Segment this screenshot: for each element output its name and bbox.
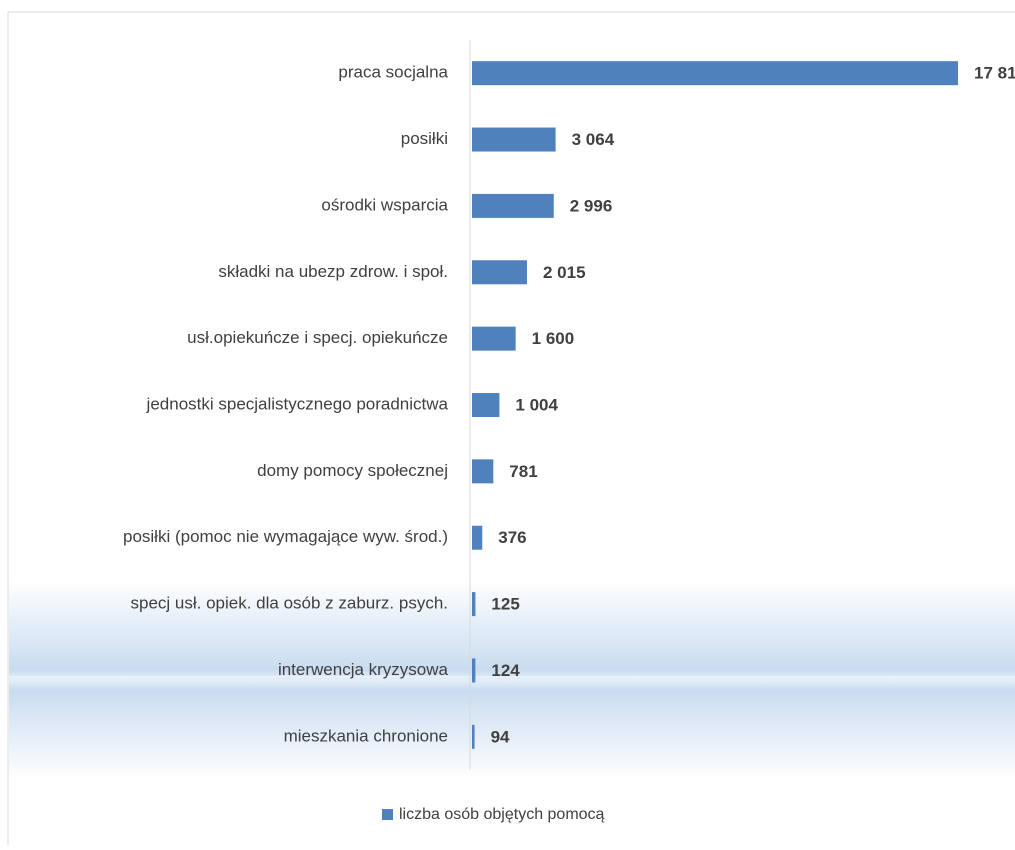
value-label: 376 [498, 528, 526, 547]
category-label: ośrodki wsparcia [321, 195, 448, 214]
value-label: 94 [491, 727, 510, 746]
bar [472, 326, 516, 351]
bar [472, 525, 483, 550]
category-label: jednostki specjalistycznego poradnictwa [146, 394, 449, 413]
bar [472, 193, 554, 218]
category-label: usł.opiekuńcze i specj. opiekuńcze [187, 328, 448, 347]
bar [472, 127, 556, 152]
background-band [9, 580, 1015, 780]
category-label: interwencja kryzysowa [278, 660, 449, 679]
value-label: 1 004 [515, 395, 558, 414]
bar [472, 393, 500, 417]
bar [472, 459, 494, 484]
value-label: 1 600 [532, 329, 575, 348]
bar [472, 658, 476, 683]
bar [472, 61, 958, 86]
category-label: domy pomocy społecznej [257, 461, 448, 480]
value-label: 17 810 [974, 64, 1015, 83]
category-label: mieszkania chronione [284, 726, 448, 745]
category-label: posiłki (pomoc nie wymagające wyw. środ.… [123, 527, 448, 546]
legend-swatch [382, 809, 393, 820]
category-label: praca socjalna [338, 63, 448, 82]
value-label: 124 [491, 661, 520, 680]
category-label: specj usł. opiek. dla osób z zaburz. psy… [131, 594, 449, 613]
category-label: składki na ubezp zdrow. i społ. [218, 262, 448, 281]
value-label: 2 996 [570, 196, 613, 215]
legend-label: liczba osób objętych pomocą [399, 806, 605, 823]
value-label: 3 064 [572, 130, 615, 149]
bar [472, 724, 475, 749]
bar [472, 260, 527, 285]
bar [472, 592, 476, 617]
value-label: 125 [491, 595, 519, 614]
category-label: posiłki [401, 129, 448, 148]
value-label: 781 [509, 462, 537, 481]
value-label: 2 015 [543, 263, 586, 282]
